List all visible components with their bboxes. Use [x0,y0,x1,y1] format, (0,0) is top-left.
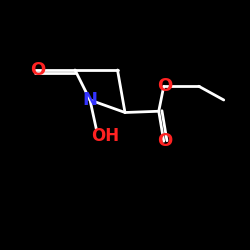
Text: O: O [158,77,172,95]
Text: OH: OH [91,127,119,145]
Text: N: N [82,91,98,109]
Text: O: O [30,61,45,79]
Text: O: O [158,132,172,150]
